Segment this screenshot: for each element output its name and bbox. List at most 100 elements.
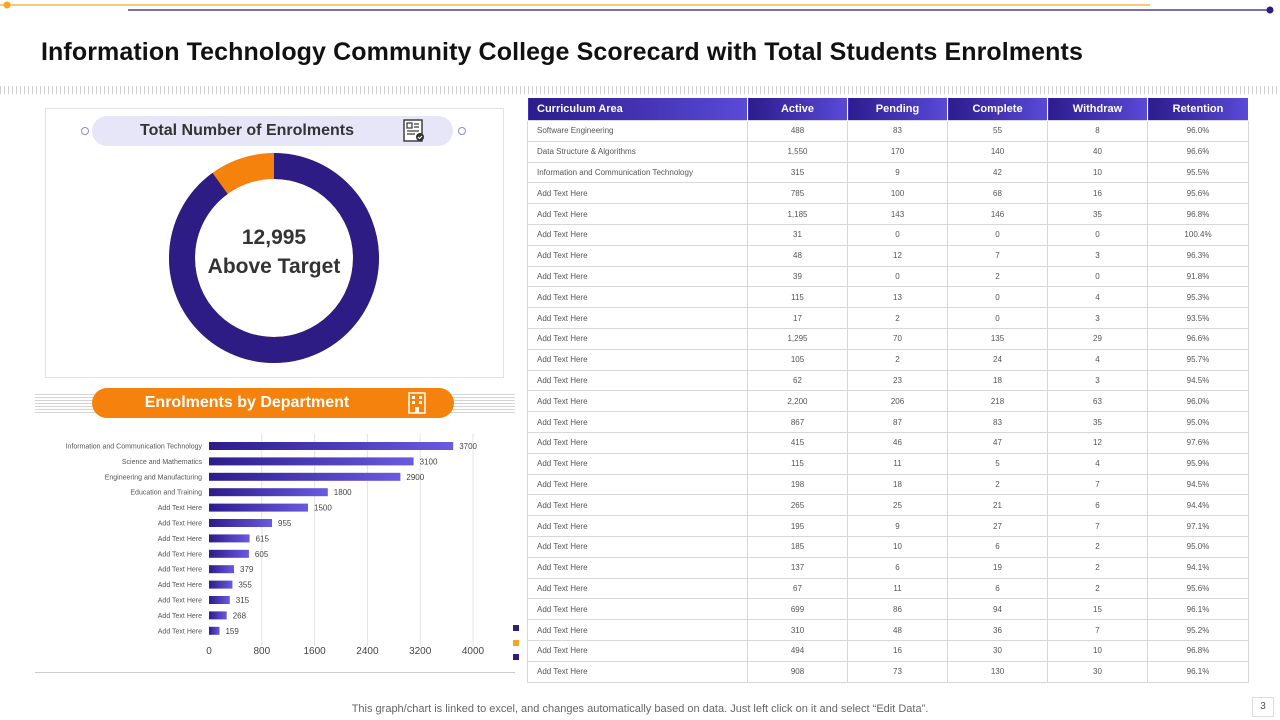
category-label: Engineering and Manufacturing [105, 474, 202, 481]
cell-complete: 218 [947, 390, 1048, 413]
cell-complete: 0 [947, 223, 1048, 246]
cell-complete: 19 [947, 556, 1048, 579]
table-row: Add Text Here 185 10 6 2 95.0% [527, 535, 1249, 558]
cell-active: 195 [747, 515, 848, 537]
category-label: Add Text Here [158, 628, 202, 635]
cell-pending: 6 [847, 556, 948, 579]
cell-withdraw: 4 [1047, 348, 1148, 371]
table-row: Add Text Here 265 25 21 6 94.4% [527, 494, 1249, 517]
cell-retention: 94.4% [1147, 494, 1249, 517]
hatch-divider [0, 86, 1280, 94]
bar [209, 626, 220, 635]
cell-retention: 96.8% [1147, 203, 1249, 225]
cell-active: 785 [747, 182, 848, 205]
cell-withdraw: 12 [1047, 431, 1148, 454]
cell-pending: 86 [847, 598, 948, 621]
bar-value-label: 379 [240, 565, 254, 574]
cell-pending: 11 [847, 452, 948, 475]
cell-withdraw: 7 [1047, 619, 1148, 641]
cell-pending: 2 [847, 348, 948, 371]
cell-curriculum-area: Add Text Here [527, 660, 748, 683]
cell-curriculum-area: Add Text Here [527, 265, 748, 288]
cell-complete: 130 [947, 660, 1048, 683]
cell-retention: 93.5% [1147, 307, 1249, 329]
cell-withdraw: 6 [1047, 494, 1148, 517]
cell-pending: 70 [847, 327, 948, 350]
cell-curriculum-area: Add Text Here [527, 515, 748, 537]
cell-complete: 94 [947, 598, 1048, 621]
bar [209, 596, 230, 604]
cell-pending: 0 [847, 223, 948, 246]
cell-active: 1,295 [747, 327, 848, 350]
enrolment-donut [169, 153, 379, 363]
cell-withdraw: 63 [1047, 390, 1148, 413]
certificate-icon [403, 119, 424, 142]
category-label: Information and Communication Technology [66, 444, 203, 451]
cell-curriculum-area: Add Text Here [527, 494, 748, 517]
table-row: Add Text Here 198 18 2 7 94.5% [527, 473, 1249, 496]
cell-curriculum-area: Add Text Here [527, 203, 748, 225]
table-row: Add Text Here 1,185 143 146 35 96.8% [527, 203, 1249, 225]
cell-withdraw: 29 [1047, 327, 1148, 350]
cell-complete: 5 [947, 452, 1048, 475]
cell-retention: 95.3% [1147, 286, 1249, 309]
cell-complete: 36 [947, 619, 1048, 641]
cell-active: 315 [747, 161, 848, 184]
table-row: Information and Communication Technology… [527, 161, 1249, 184]
cell-retention: 96.8% [1147, 639, 1249, 662]
cell-pending: 10 [847, 535, 948, 558]
cell-active: 198 [747, 473, 848, 496]
cell-retention: 95.5% [1147, 161, 1249, 184]
cell-retention: 96.3% [1147, 244, 1249, 267]
x-tick-label: 0 [206, 646, 212, 657]
table-row: Add Text Here 2,200 206 218 63 96.0% [527, 390, 1249, 413]
cell-retention: 95.9% [1147, 452, 1249, 475]
cell-curriculum-area: Add Text Here [527, 348, 748, 371]
bar [209, 472, 401, 481]
enrolment-title-pill: Total Number of Enrolments [92, 116, 453, 146]
cell-retention: 96.0% [1147, 120, 1249, 142]
cell-complete: 21 [947, 494, 1048, 517]
cell-withdraw: 35 [1047, 411, 1148, 433]
page-title: Information Technology Community College… [41, 38, 1083, 66]
cell-active: 48 [747, 244, 848, 267]
cell-complete: 0 [947, 286, 1048, 309]
cell-withdraw: 2 [1047, 577, 1148, 600]
table-row: Add Text Here 115 11 5 4 95.9% [527, 452, 1249, 475]
cell-retention: 96.6% [1147, 327, 1249, 350]
cell-active: 415 [747, 431, 848, 454]
table-row: Add Text Here 105 2 24 4 95.7% [527, 348, 1249, 371]
cell-retention: 100.4% [1147, 223, 1249, 246]
cell-retention: 95.2% [1147, 619, 1249, 641]
cell-curriculum-area: Add Text Here [527, 598, 748, 621]
cell-curriculum-area: Information and Communication Technology [527, 161, 748, 184]
cell-curriculum-area: Add Text Here [527, 223, 748, 246]
x-tick-label: 800 [253, 646, 270, 657]
category-label: Add Text Here [158, 613, 202, 620]
cell-pending: 170 [847, 140, 948, 163]
cell-curriculum-area: Add Text Here [527, 452, 748, 475]
cell-pending: 2 [847, 307, 948, 329]
cell-complete: 68 [947, 182, 1048, 205]
x-tick-label: 3200 [409, 646, 432, 657]
cell-pending: 48 [847, 619, 948, 641]
cell-curriculum-area: Add Text Here [527, 535, 748, 558]
cell-pending: 206 [847, 390, 948, 413]
bar [209, 519, 273, 527]
cell-complete: 0 [947, 307, 1048, 329]
pill-right-dot [458, 127, 466, 135]
cell-complete: 27 [947, 515, 1048, 537]
cell-curriculum-area: Add Text Here [527, 286, 748, 309]
cell-complete: 7 [947, 244, 1048, 267]
cell-withdraw: 7 [1047, 473, 1148, 496]
table-row: Add Text Here 67 11 6 2 95.6% [527, 577, 1249, 600]
table-row: Add Text Here 17 2 0 3 93.5% [527, 307, 1249, 329]
bar-value-label: 615 [256, 534, 270, 543]
table-row: Add Text Here 699 86 94 15 96.1% [527, 598, 1249, 621]
category-label: Science and Mathematics [122, 459, 203, 466]
bar-value-label: 355 [238, 581, 252, 590]
cell-retention: 95.7% [1147, 348, 1249, 371]
cell-complete: 6 [947, 535, 1048, 558]
cell-active: 494 [747, 639, 848, 662]
donut-segment-enrolled [169, 153, 379, 363]
